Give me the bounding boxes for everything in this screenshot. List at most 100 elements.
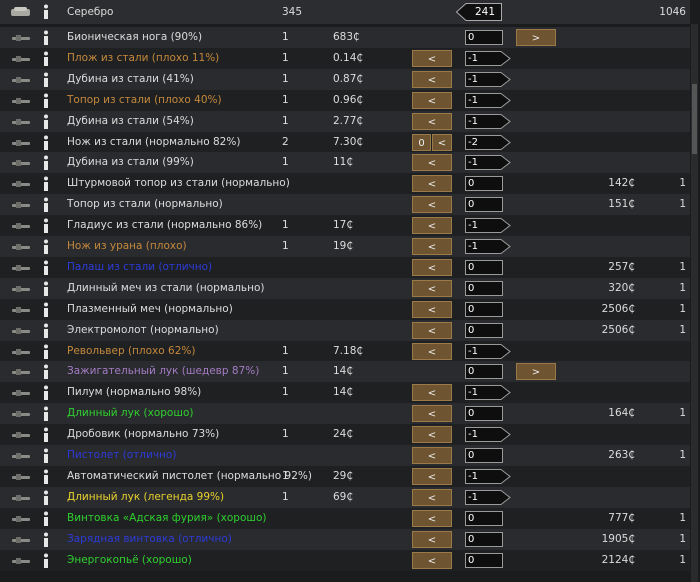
info-icon[interactable] — [41, 448, 51, 464]
qty-box[interactable]: 0 — [465, 30, 511, 45]
info-icon[interactable] — [41, 155, 51, 171]
colony-count: 1 — [282, 490, 289, 503]
sell-button[interactable]: < — [432, 133, 452, 151]
sell-button[interactable]: < — [412, 91, 452, 109]
sell-button[interactable]: < — [412, 530, 452, 548]
info-icon[interactable] — [41, 364, 51, 380]
sell-button[interactable]: < — [412, 321, 452, 339]
qty-box[interactable]: -1 — [465, 92, 511, 108]
sell-button[interactable]: < — [412, 279, 452, 297]
qty-frame — [465, 531, 503, 547]
sell-price: 683₵ — [333, 31, 360, 43]
sell-button[interactable]: < — [412, 154, 452, 172]
sell-button[interactable]: < — [412, 488, 452, 506]
qty-frame — [465, 322, 503, 338]
info-icon[interactable] — [41, 93, 51, 109]
sell-button[interactable]: < — [412, 112, 452, 130]
sell-button[interactable]: < — [412, 384, 452, 402]
qty-box[interactable]: -1 — [465, 385, 511, 401]
info-icon[interactable] — [41, 469, 51, 485]
info-icon[interactable] — [41, 135, 51, 151]
sell-button[interactable]: < — [412, 300, 452, 318]
info-icon[interactable] — [41, 114, 51, 130]
qty-box[interactable]: 0 — [465, 448, 511, 463]
info-icon[interactable] — [41, 51, 51, 67]
info-icon[interactable] — [41, 406, 51, 422]
sell-button[interactable]: < — [412, 175, 452, 193]
qty-box[interactable]: -1 — [465, 155, 511, 171]
qty-box[interactable]: 0 — [465, 364, 511, 380]
sell-button[interactable]: < — [412, 70, 452, 88]
info-icon[interactable] — [41, 176, 51, 192]
sell-button[interactable]: < — [412, 238, 452, 255]
sell-button[interactable]: < — [412, 467, 452, 485]
info-icon[interactable] — [41, 72, 51, 88]
sell-button[interactable]: < — [412, 551, 452, 569]
sell-button[interactable]: < — [412, 426, 452, 444]
qty-frame — [465, 468, 511, 484]
buy-button[interactable]: > — [516, 363, 556, 381]
trade-qty: -1 — [468, 157, 478, 169]
qty-box[interactable]: 0 — [465, 259, 511, 275]
info-icon[interactable] — [41, 239, 51, 255]
qty-box[interactable]: -1 — [465, 468, 511, 484]
sell-button[interactable]: < — [412, 258, 452, 276]
qty-box[interactable]: 0 — [465, 176, 511, 192]
scroll-thumb[interactable] — [692, 84, 697, 154]
info-icon[interactable] — [41, 385, 51, 401]
info-icon[interactable] — [41, 4, 51, 20]
info-icon[interactable] — [41, 281, 51, 297]
qty-box[interactable]: -2 — [465, 134, 511, 150]
info-icon[interactable] — [41, 197, 51, 213]
buy-button[interactable]: > — [516, 29, 556, 46]
qty-box[interactable]: -1 — [465, 239, 511, 254]
qty-box[interactable]: -1 — [465, 71, 511, 87]
info-icon[interactable] — [41, 302, 51, 318]
info-icon[interactable] — [41, 260, 51, 276]
item-icon — [12, 35, 30, 41]
qty-box[interactable]: -1 — [465, 113, 511, 129]
trader-count: 1 — [679, 260, 686, 273]
sell-button[interactable]: < — [412, 509, 452, 527]
sell-button[interactable]: < — [412, 405, 452, 423]
buy-price: 263₵ — [608, 449, 635, 461]
info-icon[interactable] — [41, 323, 51, 339]
trade-qty: -1 — [468, 470, 478, 482]
info-icon[interactable] — [41, 553, 51, 569]
qty-box[interactable]: 0 — [465, 322, 511, 338]
qty-box[interactable]: 0 — [465, 301, 511, 317]
scrollbar[interactable] — [691, 24, 698, 582]
sell-button[interactable]: < — [412, 342, 452, 360]
item-name: Дробовик (нормально 73%) — [67, 428, 220, 441]
info-icon[interactable] — [41, 427, 51, 443]
qty-frame — [465, 364, 503, 380]
qty-frame — [465, 30, 503, 45]
reset-button[interactable]: 0 — [412, 133, 431, 151]
sell-button[interactable]: < — [412, 217, 452, 235]
qty-box[interactable] — [456, 3, 502, 21]
sell-button[interactable]: < — [412, 196, 452, 214]
qty-box[interactable]: 0 — [465, 552, 511, 568]
info-icon[interactable] — [41, 344, 51, 360]
qty-box[interactable]: -1 — [465, 489, 511, 505]
info-icon[interactable] — [41, 30, 51, 46]
trade-qty: 0 — [468, 32, 475, 43]
qty-box[interactable]: 0 — [465, 280, 511, 296]
info-icon[interactable] — [41, 218, 51, 234]
qty-box[interactable]: -1 — [465, 50, 511, 66]
sell-price: 2.77₵ — [333, 114, 364, 127]
qty-box[interactable]: -1 — [465, 218, 511, 234]
item-row: Нож из урана (плохо) 1 19₵ < -1 — [0, 236, 690, 257]
qty-box[interactable]: 0 — [465, 197, 511, 213]
sell-button[interactable]: < — [412, 49, 452, 67]
sell-button[interactable]: < — [412, 447, 452, 464]
info-icon[interactable] — [41, 490, 51, 506]
qty-box[interactable]: -1 — [465, 343, 511, 359]
info-icon[interactable] — [41, 511, 51, 527]
sell-price: 69₵ — [333, 490, 354, 503]
qty-box[interactable]: -1 — [465, 427, 511, 443]
qty-box[interactable]: 0 — [465, 406, 511, 422]
info-icon[interactable] — [41, 532, 51, 548]
qty-box[interactable]: 0 — [465, 510, 511, 526]
qty-box[interactable]: 0 — [465, 531, 511, 547]
